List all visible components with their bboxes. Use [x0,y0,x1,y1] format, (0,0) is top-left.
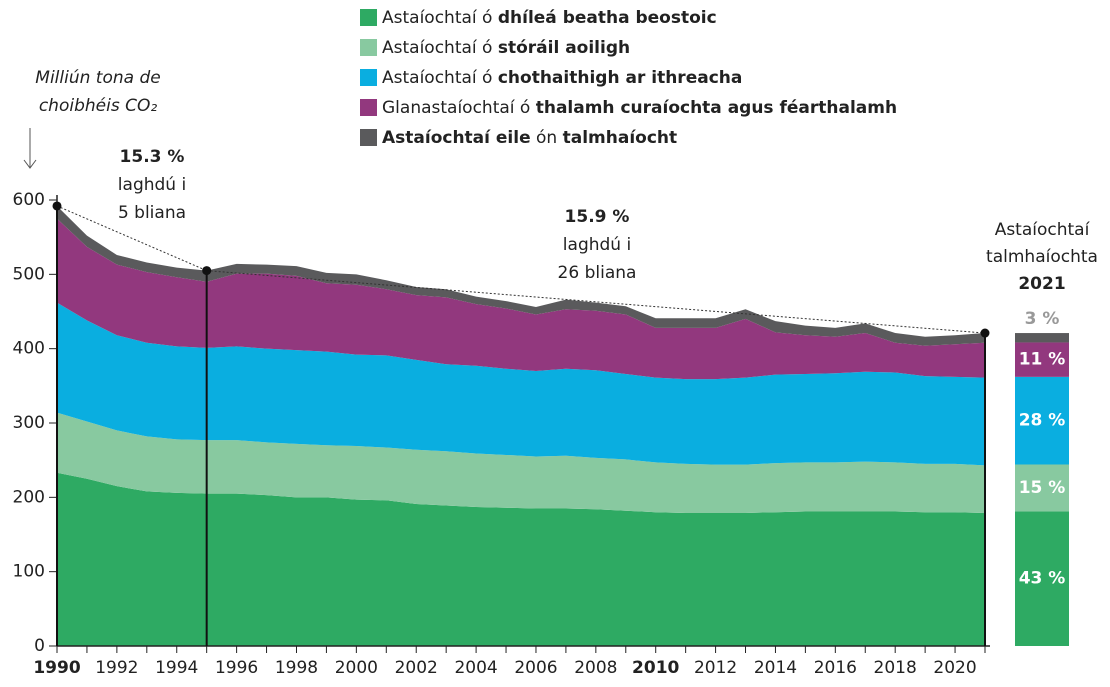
x-tick-label: 1996 [215,658,258,678]
legend-swatch [360,99,377,116]
bar-title: talmhaíochta [986,247,1098,267]
legend-part: Glanastaíochtaí ó [382,98,536,118]
legend-label: Astaíochtaí ó dhíleá beatha beostoic [382,8,717,28]
y-tick-label: 500 [13,264,45,284]
bar-segment [1015,376,1069,465]
x-tick-label: 2012 [694,658,737,678]
marker-dot [52,201,62,211]
area [57,412,985,513]
y-axis-label: choibhéis CO₂ [39,96,158,116]
legend-swatch [360,129,377,146]
area [57,472,985,646]
x-tick-label: 2016 [814,658,857,678]
area [57,302,985,466]
y-tick-label: 0 [34,636,45,656]
y-tick-label: 600 [13,190,45,210]
bar-value-label: 15 % [1019,478,1066,498]
legend-swatch [360,39,377,56]
x-tick-label: 2018 [874,658,917,678]
bar-segment [1015,511,1069,646]
x-tick-label: 1994 [155,658,198,678]
y-axis-label: Milliún tona de [35,68,160,88]
bar-value-label: 3 % [1025,309,1060,329]
y-tick-label: 400 [13,339,45,359]
annotation: 15.9 % [565,207,630,227]
annotation: 5 bliana [118,203,186,223]
bar-segment [1015,333,1069,343]
annotation: 15.3 % [120,147,185,167]
legend-part: Astaíochtaí ó [382,8,498,28]
area [57,218,985,380]
x-tick-label: 2014 [754,658,797,678]
arrow [23,128,37,169]
x-tick-label: 2002 [395,658,438,678]
marker-dot [980,328,990,338]
legend-part: Astaíochtaí eile [382,128,531,148]
annotation: 26 bliana [558,263,637,283]
legend-part: chothaithigh ar ithreacha [498,68,743,88]
legend-label: Astaíochtaí eile ón talmhaíocht [382,128,677,148]
legend-part: stóráil aoiligh [498,38,630,58]
x-tick-label: 2006 [514,658,557,678]
legend-swatch [360,9,377,26]
y-tick-label: 200 [13,487,45,507]
x-tick-label: 2008 [574,658,617,678]
legend-part: dhíleá beatha beostoic [498,8,717,28]
marker-dot [202,266,212,276]
x-tick-label: 2000 [335,658,378,678]
legend-part: Astaíochtaí ó [382,68,498,88]
legend-label: Astaíochtaí ó chothaithigh ar ithreacha [382,68,742,88]
reference-line [56,205,207,272]
legend-label: Glanastaíochtaí ó thalamh curaíochta agu… [382,98,897,118]
x-tick-label: 1990 [33,658,80,678]
legend-part: talmhaíocht [563,128,678,148]
annotation: laghdú i [563,235,631,255]
legend-part: thalamh curaíochta agus féarthalamh [536,98,897,118]
legend-part: Astaíochtaí ó [382,38,498,58]
bar-value-label: 11 % [1019,350,1066,370]
y-tick-label: 300 [13,413,45,433]
bar-segment [1015,342,1069,377]
y-tick-label: 100 [13,562,45,582]
x-tick-label: 1998 [275,658,318,678]
bar-value-label: 43 % [1019,569,1066,589]
legend-part: ón [531,128,563,148]
legend-swatch [360,69,377,86]
legend-label: Astaíochtaí ó stóráil aoiligh [382,38,630,58]
bar-segment [1015,464,1069,512]
x-tick-label: 2020 [933,658,976,678]
x-tick-label: 2010 [632,658,679,678]
bar-value-label: 28 % [1019,411,1066,431]
bar-title: 2021 [1018,274,1065,294]
annotation: laghdú i [118,175,186,195]
bar-title: Astaíochtaí [995,220,1091,240]
x-tick-label: 1992 [95,658,138,678]
x-tick-label: 2004 [454,658,497,678]
